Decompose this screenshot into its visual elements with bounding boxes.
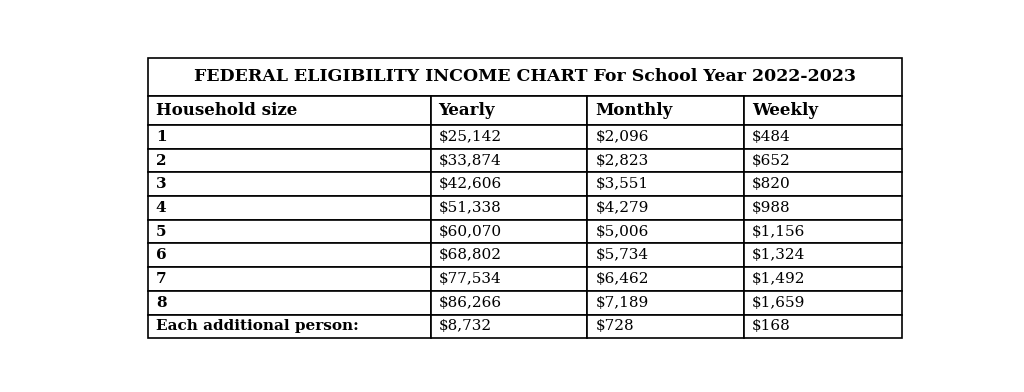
Text: $33,874: $33,874	[438, 154, 501, 167]
Text: $60,070: $60,070	[438, 225, 502, 239]
Bar	[147, 196, 430, 220]
Text: $25,142: $25,142	[438, 130, 502, 144]
Bar	[430, 243, 588, 267]
Text: $5,006: $5,006	[595, 225, 648, 239]
Bar	[147, 267, 430, 291]
Bar	[744, 243, 902, 267]
Text: Weekly: Weekly	[752, 102, 818, 119]
Bar	[430, 267, 588, 291]
Bar	[147, 125, 430, 149]
Text: $3,551: $3,551	[595, 177, 648, 191]
Bar	[744, 96, 902, 125]
Text: $8,732: $8,732	[438, 319, 492, 334]
Bar	[588, 267, 744, 291]
Text: Yearly: Yearly	[438, 102, 495, 119]
Text: Monthly: Monthly	[595, 102, 673, 119]
Bar	[588, 172, 744, 196]
Text: 8: 8	[156, 296, 167, 310]
Bar	[147, 315, 430, 338]
Text: $988: $988	[752, 201, 791, 215]
Bar	[744, 172, 902, 196]
Text: $728: $728	[595, 319, 634, 334]
Text: 4: 4	[156, 201, 167, 215]
Text: 1: 1	[156, 130, 167, 144]
Text: $2,823: $2,823	[595, 154, 648, 167]
Bar	[147, 243, 430, 267]
Bar	[147, 291, 430, 315]
Text: 3: 3	[156, 177, 167, 191]
Bar	[588, 291, 744, 315]
Bar	[430, 315, 588, 338]
Text: $820: $820	[752, 177, 791, 191]
Text: $1,492: $1,492	[752, 272, 806, 286]
Text: $7,189: $7,189	[595, 296, 648, 310]
Text: 5: 5	[156, 225, 166, 239]
Text: $77,534: $77,534	[438, 272, 501, 286]
Text: $42,606: $42,606	[438, 177, 502, 191]
Text: $6,462: $6,462	[595, 272, 649, 286]
Bar	[588, 96, 744, 125]
Bar	[430, 220, 588, 243]
Bar	[588, 196, 744, 220]
Text: Household size: Household size	[156, 102, 297, 119]
Text: $1,324: $1,324	[752, 249, 806, 262]
Bar	[430, 196, 588, 220]
Bar	[744, 149, 902, 172]
Bar	[147, 220, 430, 243]
Bar	[744, 125, 902, 149]
Bar	[588, 315, 744, 338]
Text: Each additional person:: Each additional person:	[156, 319, 358, 334]
Bar	[588, 149, 744, 172]
Text: $652: $652	[752, 154, 791, 167]
Bar	[147, 172, 430, 196]
Text: $168: $168	[752, 319, 791, 334]
Bar	[430, 291, 588, 315]
Text: 6: 6	[156, 249, 167, 262]
Bar	[430, 96, 588, 125]
Bar	[147, 58, 902, 96]
Bar	[430, 125, 588, 149]
Text: $5,734: $5,734	[595, 249, 648, 262]
Bar	[744, 196, 902, 220]
Text: $1,156: $1,156	[752, 225, 806, 239]
Bar	[430, 149, 588, 172]
Bar	[147, 96, 430, 125]
Text: $2,096: $2,096	[595, 130, 649, 144]
Text: $86,266: $86,266	[438, 296, 502, 310]
Bar	[430, 172, 588, 196]
Bar	[744, 291, 902, 315]
Text: $4,279: $4,279	[595, 201, 648, 215]
Text: $51,338: $51,338	[438, 201, 501, 215]
Bar	[588, 243, 744, 267]
Text: 7: 7	[156, 272, 167, 286]
Bar	[588, 220, 744, 243]
Bar	[744, 220, 902, 243]
Text: $68,802: $68,802	[438, 249, 502, 262]
Bar	[744, 267, 902, 291]
Text: $1,659: $1,659	[752, 296, 806, 310]
Text: 2: 2	[156, 154, 166, 167]
Text: $484: $484	[752, 130, 791, 144]
Bar	[588, 125, 744, 149]
Bar	[147, 149, 430, 172]
Bar	[744, 315, 902, 338]
Text: FEDERAL ELIGIBILITY INCOME CHART For School Year 2022-2023: FEDERAL ELIGIBILITY INCOME CHART For Sch…	[194, 68, 856, 85]
